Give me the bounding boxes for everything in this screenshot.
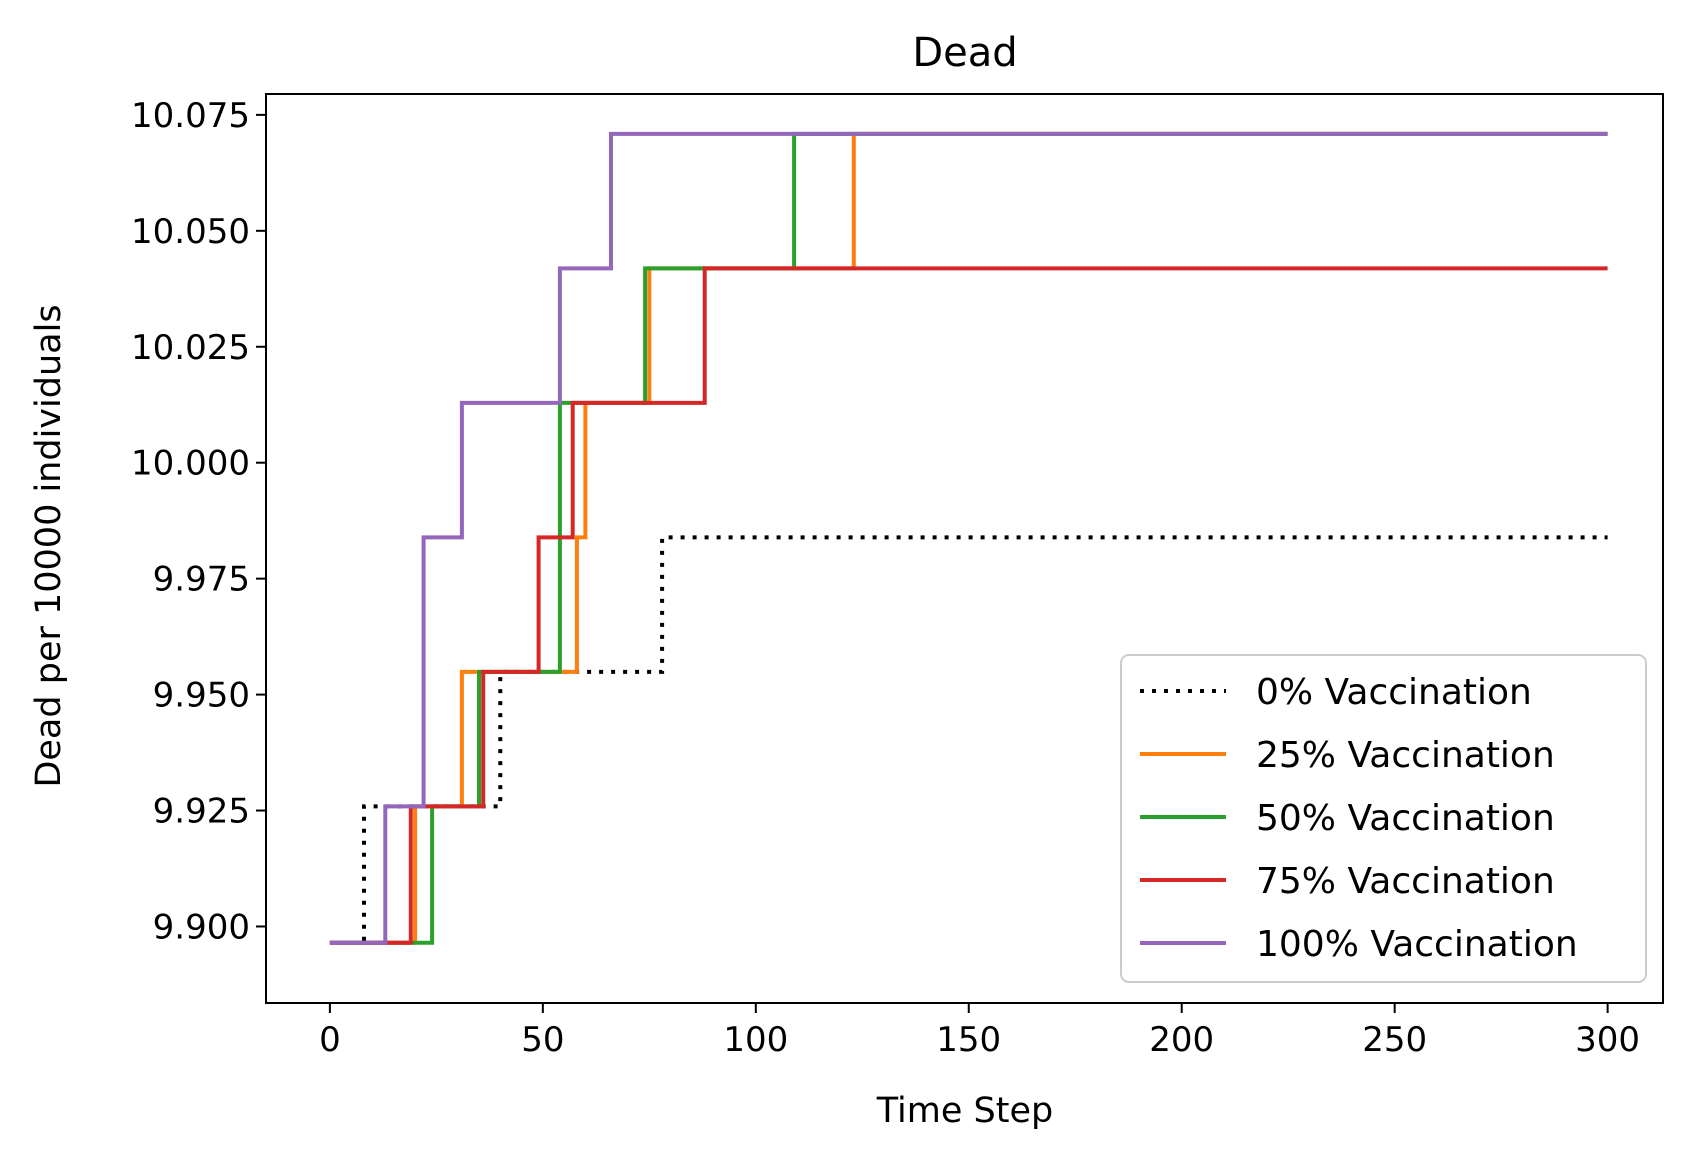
y-tick-label: 9.925 <box>153 792 250 832</box>
y-axis-label: Dead per 10000 individuals <box>29 304 69 787</box>
legend-label-3: 75% Vaccination <box>1256 861 1555 902</box>
series-line-0 <box>329 535 1608 945</box>
y-tick-label: 10.050 <box>131 212 250 252</box>
y-tick-label: 10.075 <box>131 96 250 136</box>
plot-area-frame <box>265 93 1664 1004</box>
y-tick-label: 10.000 <box>131 444 250 484</box>
series-line-3 <box>329 266 1608 945</box>
x-tick-label: 300 <box>1575 1020 1640 1060</box>
y-tick-label: 9.975 <box>153 560 250 600</box>
legend-label-1: 25% Vaccination <box>1256 735 1555 776</box>
legend-box <box>1120 654 1647 983</box>
y-tick-label: 9.900 <box>153 907 250 947</box>
y-tick-label: 9.950 <box>153 676 250 716</box>
x-tick-label: 150 <box>936 1020 1001 1060</box>
series-line-4 <box>329 131 1608 945</box>
x-tick-label: 200 <box>1149 1020 1214 1060</box>
legend-label-4: 100% Vaccination <box>1256 924 1578 965</box>
x-axis-label: Time Step <box>876 1091 1053 1131</box>
x-tick-label: 100 <box>723 1020 788 1060</box>
x-tick-label: 50 <box>521 1020 564 1060</box>
legend-label-0: 0% Vaccination <box>1256 672 1532 713</box>
y-tick-label: 10.025 <box>131 328 250 368</box>
legend-items: 0% Vaccination 25% Vaccination 50% Vaccina… <box>1140 672 1578 965</box>
legend-label-2: 50% Vaccination <box>1256 798 1555 839</box>
chart-title: Dead <box>912 30 1017 76</box>
x-tick-label: 0 <box>319 1020 341 1060</box>
legend: 0% Vaccination 25% Vaccination 50% Vaccina… <box>1120 654 1647 983</box>
axis-ticks: 0 50 100 150 200 250 300 9.900 9.925 9.950 9.975 10… <box>131 96 1640 1060</box>
x-tick-label: 250 <box>1362 1020 1427 1060</box>
series-lines <box>329 131 1608 945</box>
